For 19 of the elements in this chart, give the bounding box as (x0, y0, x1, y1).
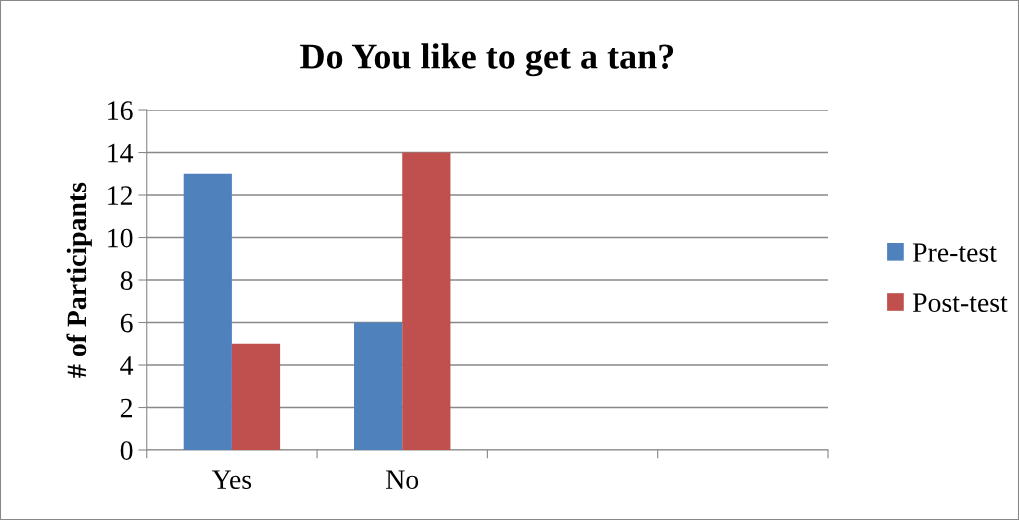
y-tick-label: 4 (120, 356, 134, 375)
y-tick-label: 10 (108, 228, 133, 248)
y-tick-label: 2 (120, 398, 133, 418)
y-tick-label: 8 (120, 271, 133, 290)
y-tick-label: 14 (108, 143, 134, 163)
y-axis-title: # of Participants (66, 182, 92, 378)
y-tick-label: 6 (120, 313, 133, 333)
bar (354, 322, 403, 451)
x-tick-label: Yes (212, 470, 252, 489)
y-tick-label: 0 (120, 441, 133, 460)
legend-label: Post-test (912, 293, 1008, 313)
y-tick-label: 12 (108, 186, 133, 205)
chart-title: Do You like to get a tan? (300, 43, 674, 77)
bar (231, 343, 281, 451)
bar (402, 152, 451, 451)
x-tick-label: No (386, 470, 419, 489)
legend-label: Pre-test (912, 243, 997, 262)
y-tick-label: 16 (108, 101, 133, 120)
bar (183, 173, 232, 451)
